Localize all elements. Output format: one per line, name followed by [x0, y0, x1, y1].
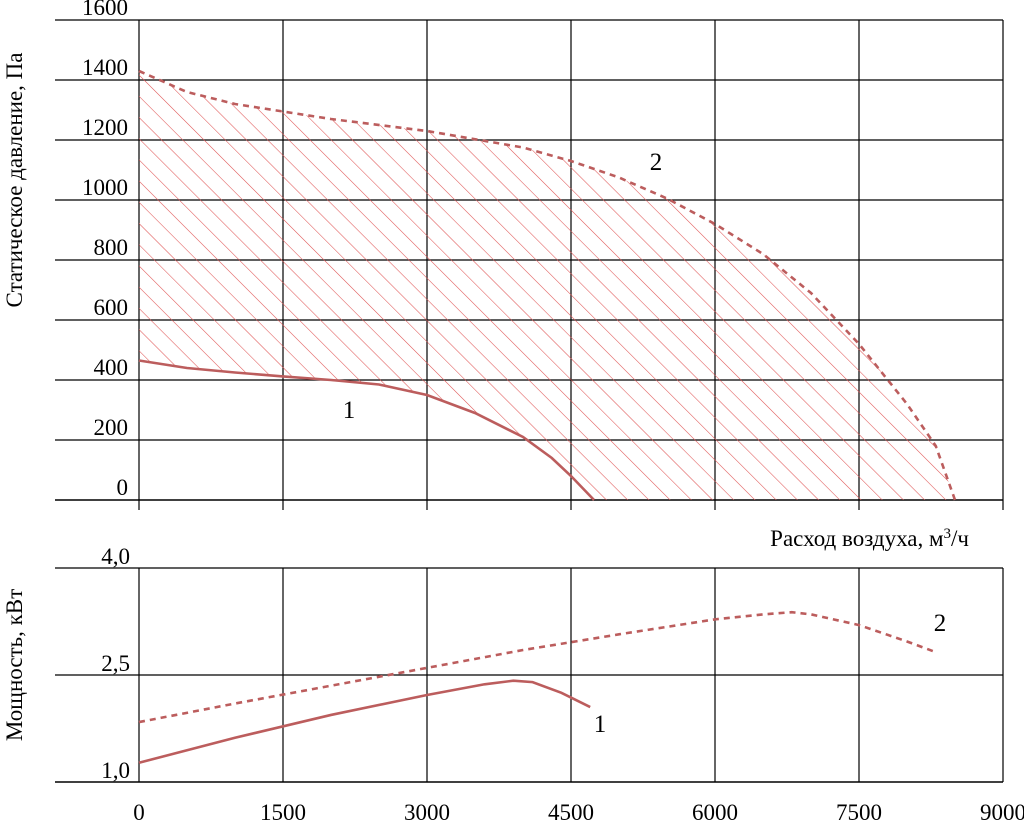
power-curve-1	[138, 679, 591, 764]
pressure-y-tick-1400: 1400	[82, 55, 128, 80]
flow-x-tick-9000: 9000	[980, 800, 1024, 825]
power-y-tick-2,5: 2,5	[101, 651, 130, 676]
pressure-y-tick-1200: 1200	[82, 115, 128, 140]
pressure-y-tick-1600: 1600	[82, 0, 128, 20]
operating-range-hatch	[139, 71, 955, 500]
power-curve-label-2: 2	[934, 610, 947, 637]
pressure-curve-label-2: 2	[650, 149, 663, 176]
flow-axis-label-tail: /ч	[951, 526, 969, 551]
flow-axis-label: Расход воздуха, м3/ч	[770, 526, 969, 551]
pressure-y-tick-labels: 0 200 400 600 800 1000 1200 1400 1600	[82, 0, 128, 500]
pressure-curve-2	[138, 69, 957, 501]
pressure-y-tick-400: 400	[94, 355, 129, 380]
pressure-panel: 0 200 400 600 800 1000 1200 1400 1600 Статическо…	[2, 0, 1004, 510]
power-curves	[138, 610, 937, 764]
power-grid	[55, 567, 1004, 783]
power-panel: 1,0 2,5 4,0 0 1500 3000 4500 6000 7500 9000 Мощн…	[2, 544, 1024, 825]
flow-x-tick-6000: 6000	[692, 800, 738, 825]
pressure-y-tick-1000: 1000	[82, 175, 128, 200]
pressure-y-tick-200: 200	[94, 415, 129, 440]
flow-axis-label-superscript: 3	[944, 526, 952, 542]
flow-x-tick-labels: 0 1500 3000 4500 6000 7500 9000	[133, 800, 1024, 825]
flow-x-tick-3000: 3000	[404, 800, 450, 825]
flow-x-tick-4500: 4500	[548, 800, 594, 825]
flow-x-tick-7500: 7500	[836, 800, 882, 825]
pressure-y-tick-600: 600	[94, 295, 129, 320]
pressure-curve-1	[138, 359, 595, 501]
power-y-tick-4,0: 4,0	[101, 544, 130, 569]
power-axis-label: Мощность, кВт	[2, 589, 27, 741]
pressure-axis-label: Статическое давление, Па	[2, 53, 27, 308]
power-y-tick-1,0: 1,0	[101, 758, 130, 783]
flow-axis-label-text: Расход воздуха, м	[770, 526, 944, 551]
pressure-y-tick-0: 0	[117, 475, 129, 500]
power-curve-2	[138, 610, 937, 724]
power-curve-label-1: 1	[594, 711, 607, 738]
power-y-tick-labels: 1,0 2,5 4,0	[101, 544, 130, 783]
flow-x-tick-1500: 1500	[260, 800, 306, 825]
pressure-curves	[138, 69, 957, 501]
pressure-curve-label-1: 1	[343, 397, 356, 424]
flow-x-tick-0: 0	[133, 800, 145, 825]
pressure-y-tick-800: 800	[94, 235, 129, 260]
